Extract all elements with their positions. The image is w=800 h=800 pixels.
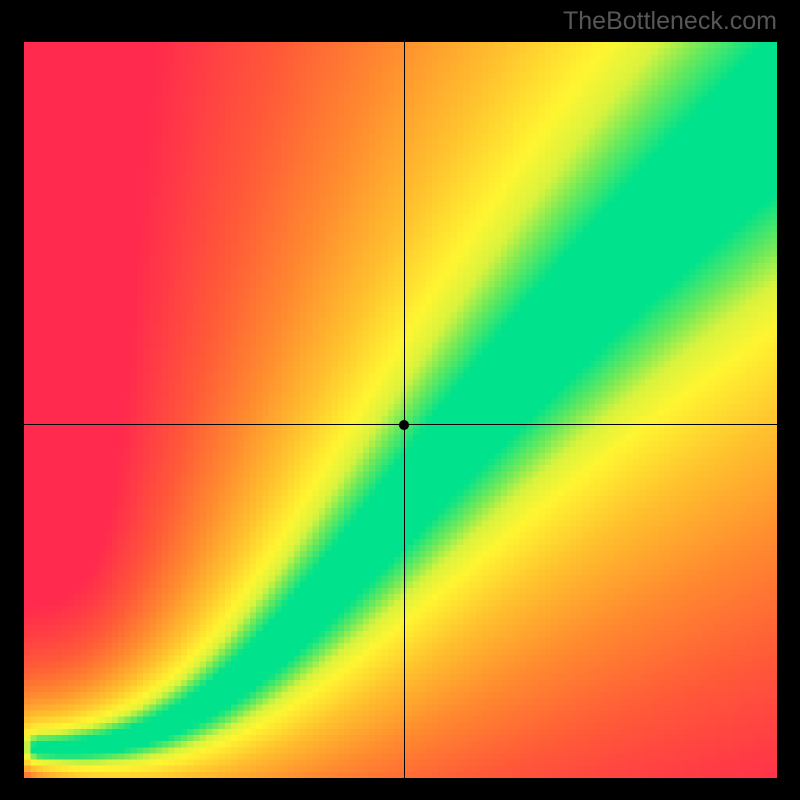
watermark-text: TheBottleneck.com bbox=[563, 7, 777, 36]
plot-area bbox=[24, 42, 777, 778]
chart-frame: TheBottleneck.com bbox=[0, 0, 800, 800]
crosshair-vertical bbox=[404, 42, 405, 778]
heatmap-canvas bbox=[24, 42, 777, 778]
crosshair-dot bbox=[399, 420, 409, 430]
